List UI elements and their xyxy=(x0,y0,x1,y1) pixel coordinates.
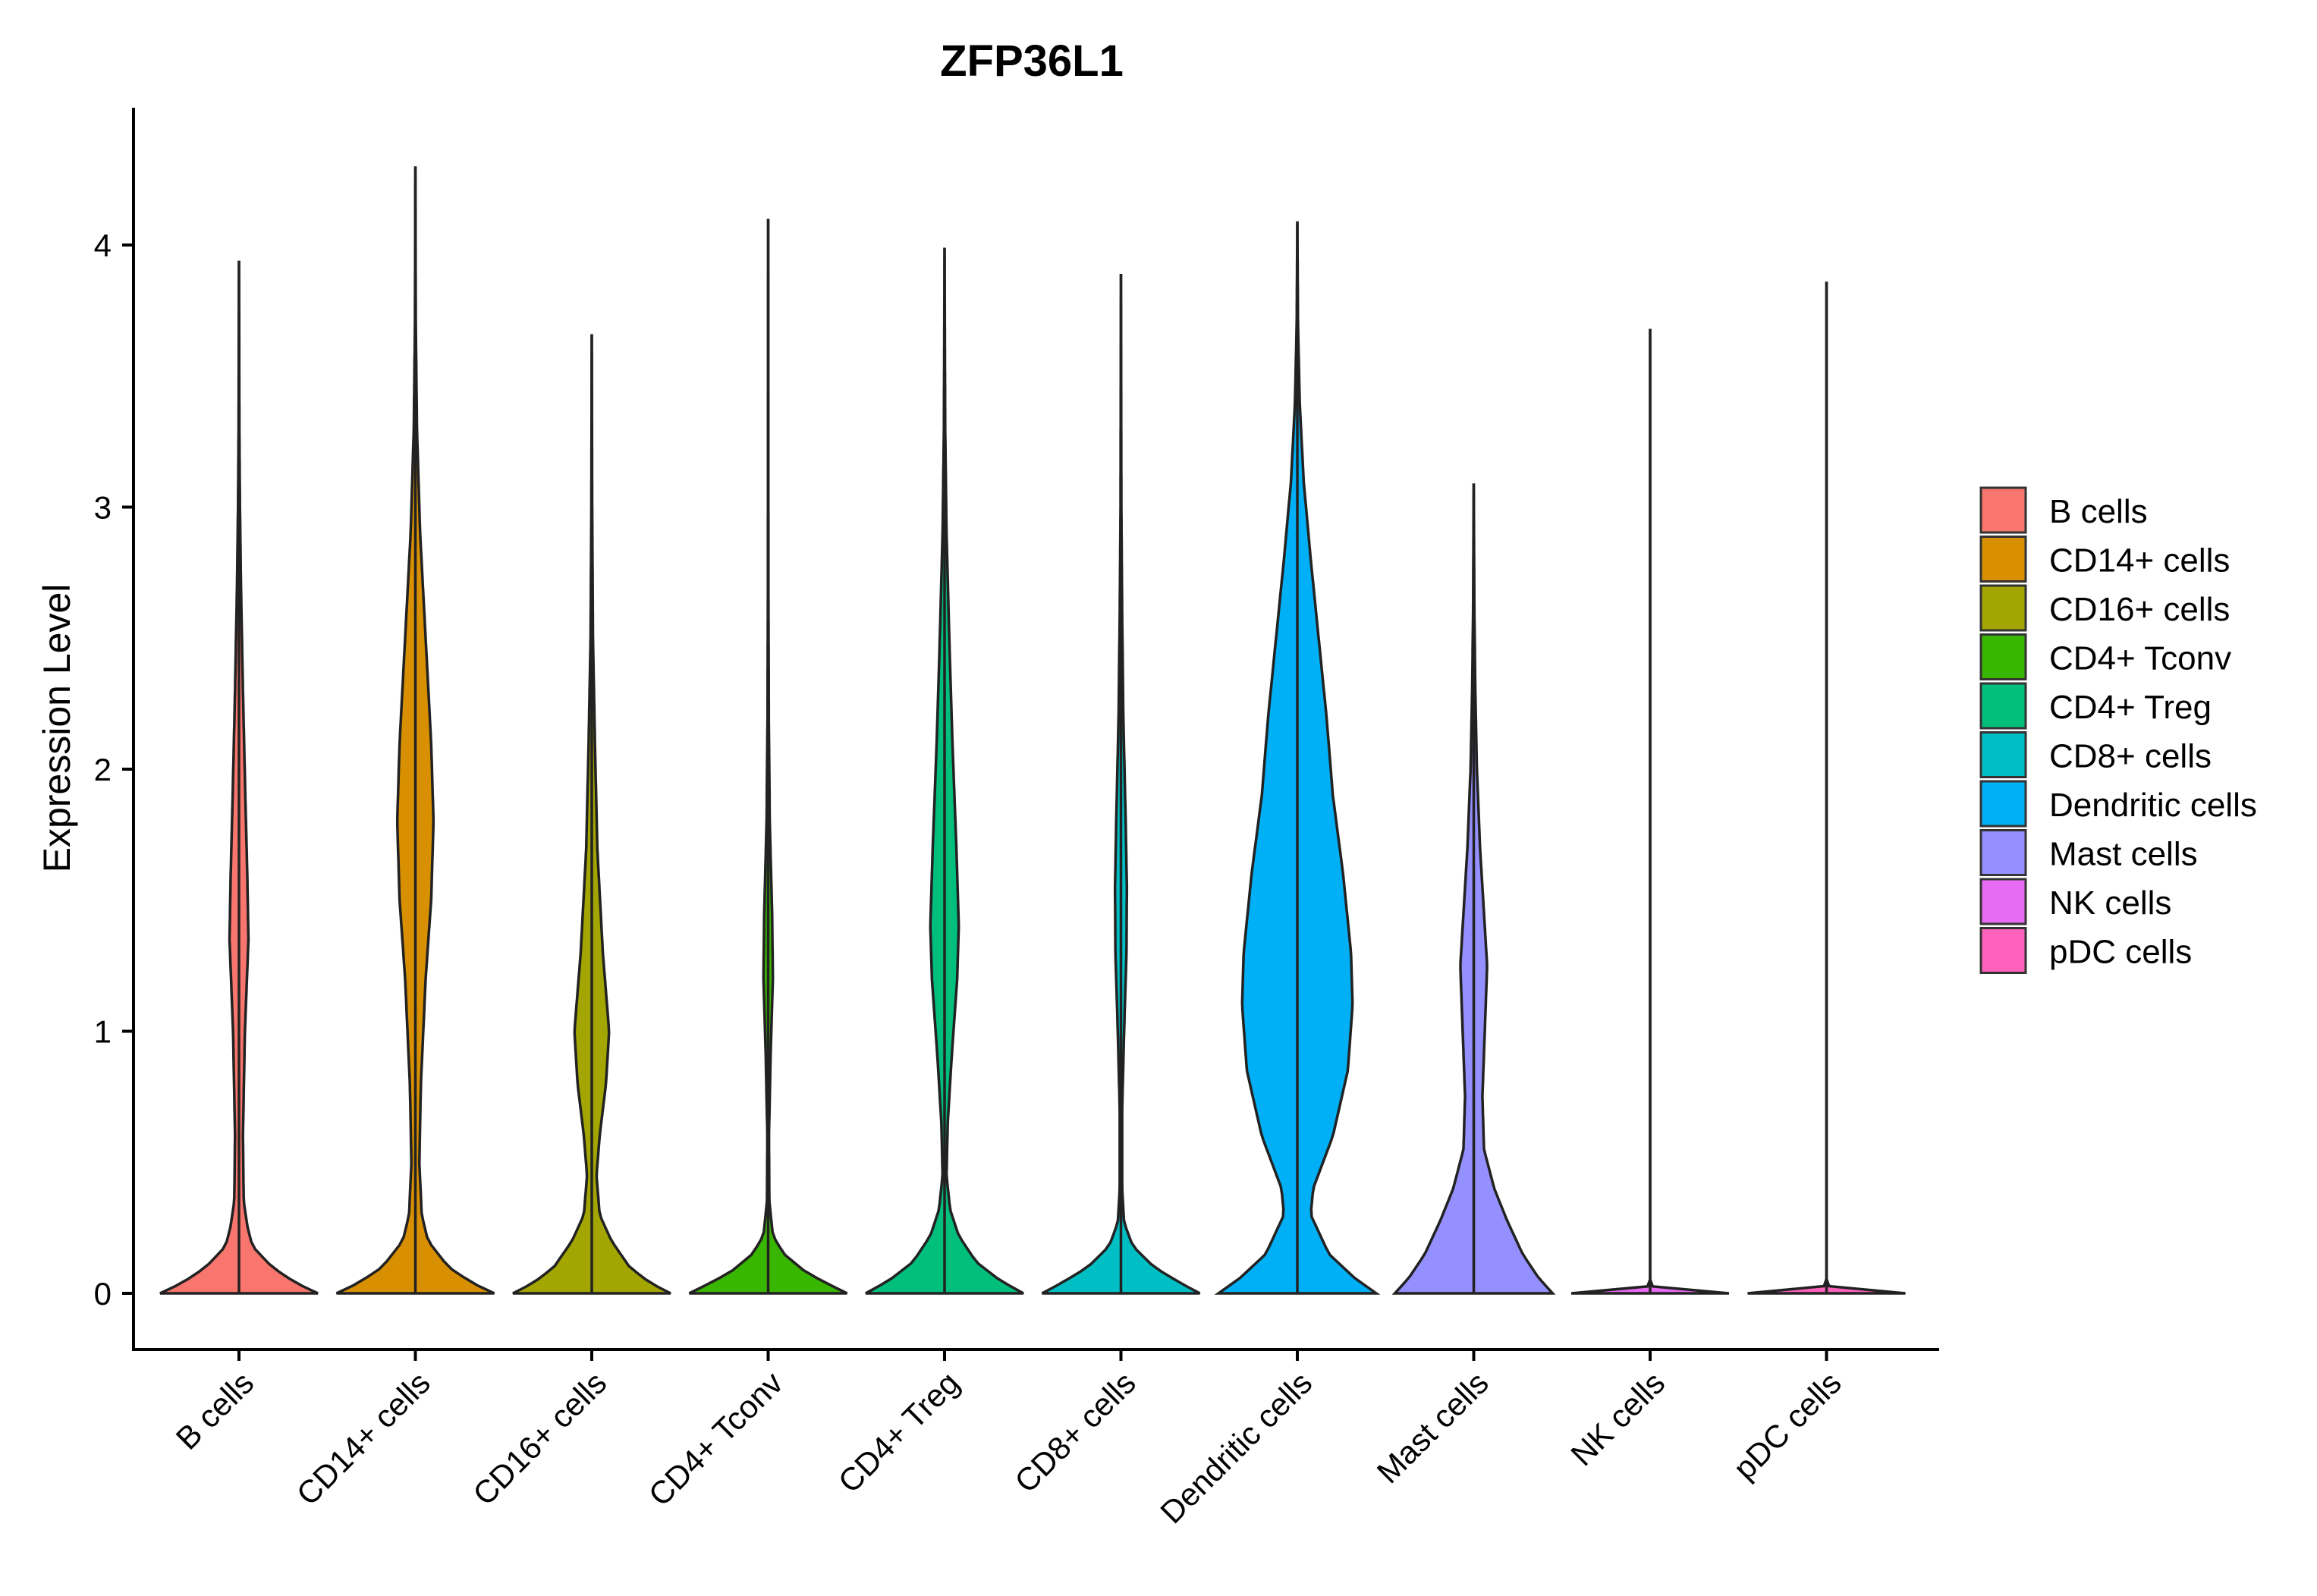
x-tick-label: CD8+ cells xyxy=(1008,1365,1143,1500)
legend-label: B cells xyxy=(2049,493,2148,530)
legend-label: Mast cells xyxy=(2049,836,2198,873)
y-axis-label: Expression Level xyxy=(36,584,78,873)
legend-swatch xyxy=(1979,584,2027,632)
legend-label: Dendritic cells xyxy=(2049,787,2257,824)
legend-label: pDC cells xyxy=(2049,934,2192,971)
legend-label: CD14+ cells xyxy=(2049,542,2230,580)
x-tick-label: CD4+ Treg xyxy=(832,1365,967,1500)
x-tick-label: pDC cells xyxy=(1727,1365,1848,1486)
y-tick-label: 4 xyxy=(94,228,112,263)
y-tick-label: 2 xyxy=(94,752,112,787)
x-tick-label: Dendritic cells xyxy=(1153,1365,1319,1530)
y-tick-label: 1 xyxy=(94,1014,112,1050)
violins-group xyxy=(159,166,1906,1295)
legend-swatch xyxy=(1979,731,2027,778)
axes-group xyxy=(132,108,1939,1351)
legend-label: CD8+ cells xyxy=(2049,738,2212,775)
x-tick-label: CD16+ cells xyxy=(466,1365,613,1512)
x-tick-label: B cells xyxy=(169,1365,261,1456)
y-tick-label: 3 xyxy=(94,490,112,526)
legend: B cells CD14+ cells CD16+ cells CD4+ Tconv C… xyxy=(1979,486,2257,974)
x-tick-label: CD14+ cells xyxy=(290,1365,437,1512)
legend-label: NK cells xyxy=(2049,884,2171,922)
y-ticks-group: 0 1 2 3 4 xyxy=(94,228,134,1312)
legend-swatch xyxy=(1979,682,2027,730)
legend-label: CD4+ Tconv xyxy=(2049,640,2231,677)
legend-swatch xyxy=(1979,536,2027,583)
x-tick-label: NK cells xyxy=(1564,1365,1671,1472)
legend-swatch xyxy=(1979,486,2027,534)
legend-label: CD16+ cells xyxy=(2049,591,2230,628)
legend-label: CD4+ Treg xyxy=(2049,689,2212,726)
legend-swatch xyxy=(1979,927,2027,974)
legend-swatch xyxy=(1979,780,2027,828)
legend-swatch xyxy=(1979,829,2027,876)
legend-swatch xyxy=(1979,878,2027,925)
x-ticks-group: B cells CD14+ cells CD16+ cells CD4+ Tconv C… xyxy=(169,1349,1848,1530)
legend-swatch xyxy=(1979,633,2027,680)
x-tick-label: Mast cells xyxy=(1370,1365,1495,1490)
y-tick-label: 0 xyxy=(94,1276,112,1312)
x-tick-label: CD4+ Tconv xyxy=(642,1365,790,1513)
chart-title: ZFP36L1 xyxy=(940,36,1124,86)
